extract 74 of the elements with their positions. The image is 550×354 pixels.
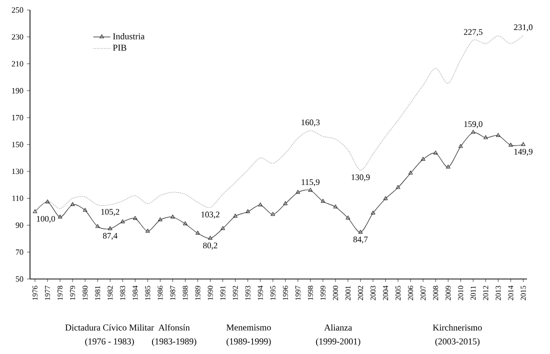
y-tick-label: 130: [12, 168, 24, 174]
point: [283, 201, 288, 206]
point: [333, 204, 338, 208]
y-tick-label: 210: [12, 61, 24, 66]
point: [82, 208, 88, 212]
annotation: 159,0: [464, 121, 482, 128]
text: (1983-1989): [152, 338, 196, 346]
annotation: 115,9: [302, 179, 320, 186]
point: [370, 210, 376, 214]
annotation: 227,5: [464, 29, 482, 36]
point: [108, 226, 112, 230]
text: Alfonsín: [158, 324, 190, 331]
point: [183, 221, 188, 226]
point: [58, 214, 62, 219]
text: Kirchnerismo: [432, 324, 482, 331]
point: [470, 130, 476, 134]
annotation: 105,2: [101, 208, 120, 216]
point: [45, 199, 50, 204]
text: (2003-2015): [435, 338, 480, 346]
point: [320, 198, 326, 203]
point: [396, 185, 400, 189]
point: [95, 224, 100, 228]
y-tick-label: 50: [16, 276, 24, 282]
legend-label: Industria: [113, 33, 145, 40]
point: [132, 216, 138, 220]
point: [496, 132, 500, 137]
point: [358, 230, 363, 234]
point: [158, 217, 162, 222]
text: Dictadura Cívico Militar: [65, 324, 154, 331]
point: [433, 150, 438, 155]
point: [296, 190, 300, 194]
annotation: 80,2: [203, 242, 218, 250]
point: [70, 202, 75, 206]
y-tick-label: 250: [12, 7, 24, 13]
annotation: 130,9: [352, 174, 370, 182]
point: [170, 214, 175, 219]
text: Alianza: [324, 324, 352, 331]
point: [308, 188, 313, 192]
annotation: 231,0: [514, 24, 532, 32]
y-tick-label: 70: [16, 249, 24, 255]
annotation: 103,2: [201, 212, 220, 219]
point: [208, 236, 212, 240]
point: [270, 212, 276, 216]
legend-label: PIB: [112, 44, 126, 51]
text: (1976 - 1983): [85, 338, 134, 346]
annotation: 87,4: [103, 232, 118, 240]
point: [420, 156, 426, 161]
point: [220, 226, 225, 230]
point: [346, 216, 350, 220]
annotation: 100,0: [36, 216, 56, 223]
y-tick-label: 150: [12, 142, 24, 148]
point: [258, 202, 263, 206]
point: [145, 228, 150, 233]
point: [508, 142, 513, 147]
point: [458, 144, 463, 148]
annotation: 149,9: [514, 148, 532, 156]
point: [408, 170, 413, 175]
point: [246, 209, 250, 214]
y-tick-label: 90: [16, 222, 24, 228]
point: [446, 164, 450, 168]
annotation: 84,7: [353, 236, 368, 244]
annotation: 160,3: [302, 119, 320, 126]
y-tick-label: 230: [12, 34, 24, 40]
point: [120, 219, 125, 224]
text: Menemismo: [226, 324, 271, 330]
point: [233, 214, 238, 218]
text: (1999-2001): [316, 338, 360, 346]
point: [383, 196, 388, 200]
text: (1989-1999): [226, 338, 271, 346]
y-tick-label: 110: [12, 196, 24, 201]
y-tick-label: 190: [12, 88, 24, 94]
y-tick-label: 170: [12, 114, 24, 120]
point: [196, 230, 200, 235]
point: [483, 135, 488, 140]
